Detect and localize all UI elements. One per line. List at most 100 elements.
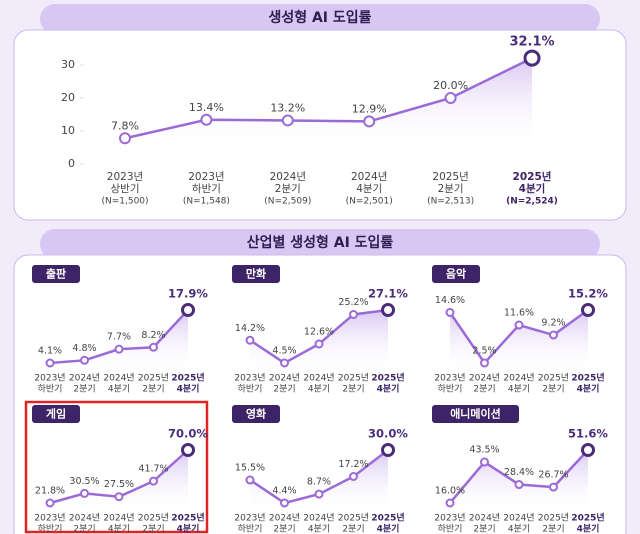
point xyxy=(549,330,558,340)
x-tick-label: (N=2,513) xyxy=(427,197,474,207)
x-tick-label: 2025년 xyxy=(338,513,369,524)
value-label: 14.2% xyxy=(235,323,265,334)
value-label: 41.7% xyxy=(138,464,168,475)
point xyxy=(349,472,358,481)
value-label: 51.6% xyxy=(568,427,608,441)
title-tag xyxy=(232,405,280,423)
value-label: 20.0% xyxy=(433,79,468,92)
x-tick-label: 2분기 xyxy=(473,384,495,395)
x-tick-label: 2024년 xyxy=(69,373,100,384)
chart-title: 게임 xyxy=(46,407,66,421)
x-tick-label: 2024년 xyxy=(103,373,134,384)
value-label: 13.4% xyxy=(189,101,224,114)
x-tick-label: 상반기 xyxy=(111,183,140,195)
x-tick-label: 2025년 xyxy=(371,372,404,384)
x-tick-label: 2025년 xyxy=(138,373,169,384)
x-tick-label: 4분기 xyxy=(508,384,530,395)
chart-title: 음악 xyxy=(446,268,466,281)
x-tick-label: 2025년 xyxy=(571,372,604,384)
x-tick-label: 2023년 xyxy=(34,373,65,384)
x-tick-label: 4분기 xyxy=(377,383,400,395)
point xyxy=(363,115,376,128)
x-tick-label: 2023년 xyxy=(34,513,65,524)
point xyxy=(549,482,558,492)
value-label: 12.6% xyxy=(304,327,334,338)
point xyxy=(45,498,55,508)
x-tick-label: 2023년 xyxy=(234,513,265,524)
x-tick-label: 2023년 xyxy=(107,171,143,183)
x-tick-label: 4분기 xyxy=(177,523,200,534)
area xyxy=(50,310,188,373)
point xyxy=(280,498,289,508)
x-tick-label: (N=2,501) xyxy=(346,197,393,207)
x-tick-label: 2025년 xyxy=(338,373,369,384)
value-label: 7.7% xyxy=(107,332,131,343)
area xyxy=(450,310,588,373)
title-tag xyxy=(432,405,519,423)
value-label: 43.5% xyxy=(469,445,499,456)
value-label: 30.0% xyxy=(368,427,408,441)
x-tick-label: 2023년 xyxy=(188,171,224,183)
x-tick-label: 2분기 xyxy=(342,524,364,534)
point xyxy=(523,49,541,67)
x-tick-label: 2024년 xyxy=(103,513,134,524)
x-tick-label: 하반기 xyxy=(38,524,63,534)
value-label: 27.5% xyxy=(104,479,134,490)
x-tick-label: 2분기 xyxy=(542,384,564,395)
panel xyxy=(13,254,627,534)
x-tick-label: 2024년 xyxy=(269,373,300,384)
x-tick-label: 4분기 xyxy=(308,384,330,395)
value-label: 15.5% xyxy=(235,463,265,474)
x-tick-label: 2024년 xyxy=(469,513,500,524)
value-label: 25.2% xyxy=(338,297,368,308)
value-label: 4.8% xyxy=(72,343,96,354)
value-label: 30.5% xyxy=(69,476,99,487)
section-title: 산업별 생성형 AI 도입률 xyxy=(247,234,394,251)
point xyxy=(314,339,324,349)
point xyxy=(281,114,294,127)
value-label: 17.9% xyxy=(168,287,208,301)
value-label: 8.2% xyxy=(141,330,165,341)
value-label: 70.0% xyxy=(168,427,208,441)
title-tag xyxy=(232,265,280,283)
value-label: 4.4% xyxy=(272,486,296,497)
y-tick-label: 10 xyxy=(61,124,75,137)
point xyxy=(514,480,524,490)
value-label: 28.4% xyxy=(504,467,534,478)
area xyxy=(250,450,388,513)
x-tick-label: 4분기 xyxy=(108,384,130,395)
x-tick-label: 2025년 xyxy=(538,513,569,524)
x-tick-label: 4분기 xyxy=(108,524,130,534)
value-label: 2.5% xyxy=(472,346,496,357)
title-tag xyxy=(32,405,80,423)
x-tick-label: 2025년 xyxy=(171,372,204,384)
value-label: 17.2% xyxy=(338,459,368,470)
x-tick-label: 4분기 xyxy=(377,523,400,534)
x-tick-label: 2분기 xyxy=(73,524,95,534)
point xyxy=(480,358,489,368)
x-tick-label: 2025년 xyxy=(171,512,204,524)
point xyxy=(181,303,195,317)
x-tick-label: 2025년 xyxy=(571,512,604,524)
x-tick-label: 2분기 xyxy=(438,183,464,195)
title-tag xyxy=(432,265,480,283)
x-tick-label: (N=1,500) xyxy=(101,197,148,207)
x-tick-label: 하반기 xyxy=(238,524,263,534)
x-tick-label: (N=2,509) xyxy=(264,197,311,207)
value-label: 15.2% xyxy=(568,287,608,301)
point xyxy=(514,320,524,330)
y-tick-label: 20 xyxy=(61,91,75,104)
x-tick-label: (N=1,548) xyxy=(183,197,230,207)
value-label: 12.9% xyxy=(352,102,387,115)
x-tick-label: 2023년 xyxy=(434,373,465,384)
x-tick-label: 4분기 xyxy=(356,183,382,195)
point xyxy=(581,443,595,457)
value-label: 8.7% xyxy=(307,477,331,488)
x-tick-label: 2025년 xyxy=(371,512,404,524)
y-tick-label: 30 xyxy=(61,58,75,71)
x-tick-label: 하반기 xyxy=(438,384,463,395)
line xyxy=(124,56,533,140)
y-tick-label: 0 xyxy=(68,157,75,170)
x-tick-label: 4분기 xyxy=(308,524,330,534)
